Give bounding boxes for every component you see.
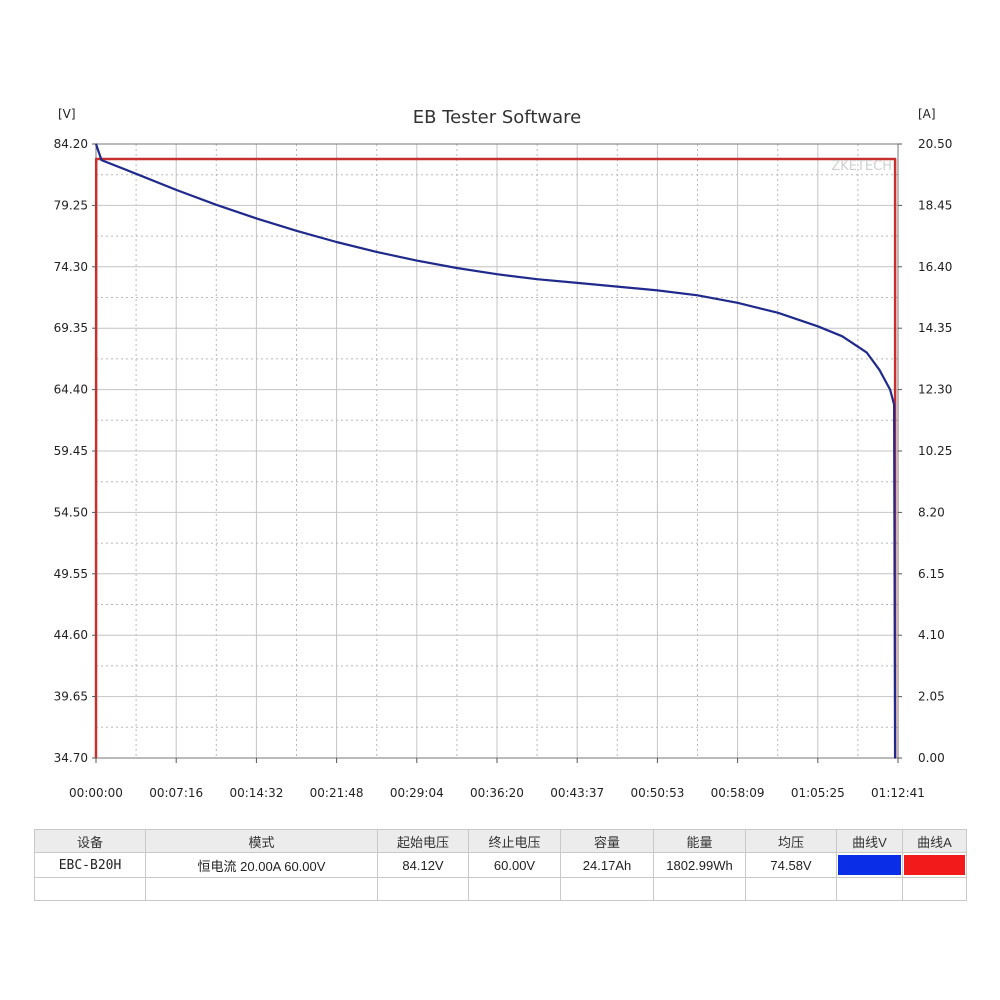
right-axis-tick-label: 18.45	[918, 198, 952, 212]
x-axis-tick-label: 00:00:00	[69, 786, 123, 800]
current-point	[894, 158, 896, 160]
x-axis-tick-label: 00:50:53	[630, 786, 684, 800]
voltage-point	[696, 294, 699, 297]
watermark-text: ZKETECH	[831, 159, 892, 174]
mode-cell: 恒电流 20.00A 60.00V	[145, 852, 378, 878]
voltage-point	[865, 351, 868, 354]
voltage-point	[135, 173, 137, 175]
voltage-point	[496, 273, 498, 276]
current-point	[95, 158, 97, 160]
device-cell: EBC-B20H	[34, 852, 146, 878]
left-axis-tick-label: 59.45	[54, 444, 88, 458]
left-axis-tick-label: 39.65	[54, 690, 88, 704]
chart-title: EB Tester Software	[413, 107, 581, 128]
voltage-point	[335, 241, 338, 243]
table-header-row: 设备 模式 起始电压 终止电压 容量 能量 均压 曲线V 曲线A	[34, 829, 967, 853]
voltage-point	[616, 285, 619, 288]
voltage-point	[536, 278, 538, 281]
discharge-chart: EB Tester Software [V] [A] ZKETECH 84.20…	[54, 107, 953, 800]
header-device: 设备	[34, 829, 146, 853]
voltage-series	[94, 143, 897, 759]
right-axis-tick-label: 20.50	[918, 137, 952, 151]
right-axis-tick-label: 8.20	[918, 505, 945, 519]
capacity-cell: 24.17Ah	[560, 852, 654, 878]
voltage-point	[894, 757, 896, 759]
left-axis-tick-label: 64.40	[54, 383, 88, 397]
header-start-voltage: 起始电压	[377, 829, 469, 853]
voltage-point	[736, 302, 739, 304]
end-voltage-cell: 60.00V	[468, 852, 561, 878]
left-axis-tick-label: 44.60	[54, 628, 88, 642]
current-series	[94, 157, 897, 759]
voltage-point	[656, 289, 659, 292]
right-axis-tick-label: 6.15	[918, 567, 945, 581]
voltage-point	[817, 325, 819, 328]
left-axis-tick-label: 79.25	[54, 198, 88, 212]
left-axis-tick-label: 84.20	[54, 137, 88, 151]
left-axis-tick-label: 74.30	[54, 260, 88, 274]
voltage-point	[889, 388, 891, 391]
voltage-point	[893, 403, 895, 406]
right-axis-unit: [A]	[918, 107, 936, 121]
right-axis-tick-label: 0.00	[918, 751, 945, 765]
x-axis-tick-label: 01:12:41	[871, 786, 925, 800]
header-mode: 模式	[145, 829, 378, 853]
x-axis-tick-label: 00:36:20	[470, 786, 524, 800]
right-axis-tick-label: 14.35	[918, 321, 952, 335]
right-axis-tick-label: 10.25	[918, 444, 952, 458]
voltage-point	[415, 259, 418, 262]
voltage-point	[255, 217, 258, 220]
header-avg-voltage: 均压	[745, 829, 837, 853]
start-voltage-cell: 84.12V	[377, 852, 469, 878]
curve-v-color-cell[interactable]	[836, 852, 903, 878]
right-axis-tick-label: 12.30	[918, 383, 952, 397]
chart-grid	[96, 144, 898, 758]
voltage-point	[841, 335, 844, 338]
axis-ticks: 84.20 79.25 74.30 69.35 64.40 59.45 54.50 49.55…	[54, 137, 953, 800]
curve-a-color-swatch[interactable]	[904, 855, 965, 875]
right-axis-tick-label: 4.10	[918, 628, 945, 642]
header-capacity: 容量	[560, 829, 654, 853]
left-axis-tick-label: 54.50	[54, 505, 88, 519]
avg-voltage-cell: 74.58V	[745, 852, 837, 878]
voltage-point	[175, 189, 177, 191]
curve-v-color-swatch[interactable]	[838, 855, 901, 875]
energy-cell: 1802.99Wh	[653, 852, 746, 878]
voltage-point	[295, 230, 298, 232]
x-axis-tick-label: 01:05:25	[791, 786, 845, 800]
table-empty-row	[34, 877, 967, 901]
right-axis-tick-label: 16.40	[918, 260, 952, 274]
voltage-line	[94, 143, 897, 759]
left-axis-tick-label: 49.55	[54, 567, 88, 581]
header-energy: 能量	[653, 829, 746, 853]
right-axis-tick-label: 2.05	[918, 690, 945, 704]
left-axis-unit: [V]	[58, 107, 76, 121]
voltage-point	[456, 267, 458, 269]
x-axis-tick-label: 00:29:04	[390, 786, 444, 800]
voltage-point	[776, 311, 779, 314]
voltage-point	[215, 204, 218, 206]
voltage-point	[878, 369, 881, 371]
x-axis-tick-label: 00:21:48	[310, 786, 364, 800]
voltage-point	[375, 251, 378, 253]
x-axis-tick-label: 00:43:37	[550, 786, 604, 800]
x-axis-tick-label: 00:07:16	[149, 786, 203, 800]
header-curve-a: 曲线A	[902, 829, 967, 853]
x-axis-tick-label: 00:14:32	[229, 786, 283, 800]
current-line	[94, 157, 897, 759]
voltage-point	[100, 159, 103, 161]
test-info-table: 设备 模式 起始电压 终止电压 容量 能量 均压 曲线V 曲线A EBC-B20…	[34, 829, 967, 901]
header-end-voltage: 终止电压	[468, 829, 561, 853]
x-axis-tick-label: 00:58:09	[711, 786, 765, 800]
voltage-point	[576, 282, 579, 284]
left-axis-tick-label: 34.70	[54, 751, 88, 765]
curve-a-color-cell[interactable]	[902, 852, 967, 878]
left-axis-tick-label: 69.35	[54, 321, 88, 335]
table-row[interactable]: EBC-B20H 恒电流 20.00A 60.00V 84.12V 60.00V…	[34, 852, 967, 878]
header-curve-v: 曲线V	[836, 829, 903, 853]
